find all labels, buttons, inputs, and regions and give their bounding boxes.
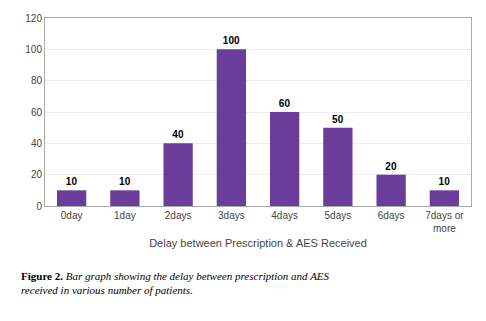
svg-text:Figure 2. Bar graph showing th: Figure 2. Bar graph showing the delay be… <box>21 270 330 296</box>
svg-text:20: 20 <box>31 169 43 180</box>
svg-text:0: 0 <box>36 201 42 212</box>
svg-text:10: 10 <box>66 176 78 187</box>
svg-text:60: 60 <box>31 107 43 118</box>
svg-text:100: 100 <box>223 35 240 46</box>
svg-text:7days ormore: 7days ormore <box>425 210 464 234</box>
svg-text:3days: 3days <box>218 210 245 221</box>
svg-text:Delay between Prescription & A: Delay between Prescription & AES Receive… <box>149 237 367 249</box>
svg-text:6days: 6days <box>378 210 405 221</box>
svg-text:100: 100 <box>25 44 42 55</box>
svg-text:5days: 5days <box>325 210 352 221</box>
svg-text:10: 10 <box>119 176 131 187</box>
svg-text:10: 10 <box>439 176 451 187</box>
svg-text:80: 80 <box>31 75 43 86</box>
svg-text:40: 40 <box>31 138 43 149</box>
svg-text:0day: 0day <box>61 210 83 221</box>
svg-text:4days: 4days <box>271 210 298 221</box>
svg-text:50: 50 <box>332 114 344 125</box>
svg-text:2days: 2days <box>165 210 192 221</box>
svg-text:40: 40 <box>172 129 184 140</box>
svg-text:60: 60 <box>279 98 291 109</box>
svg-text:1day: 1day <box>114 210 136 221</box>
svg-text:20: 20 <box>385 161 397 172</box>
svg-text:120: 120 <box>25 13 42 24</box>
